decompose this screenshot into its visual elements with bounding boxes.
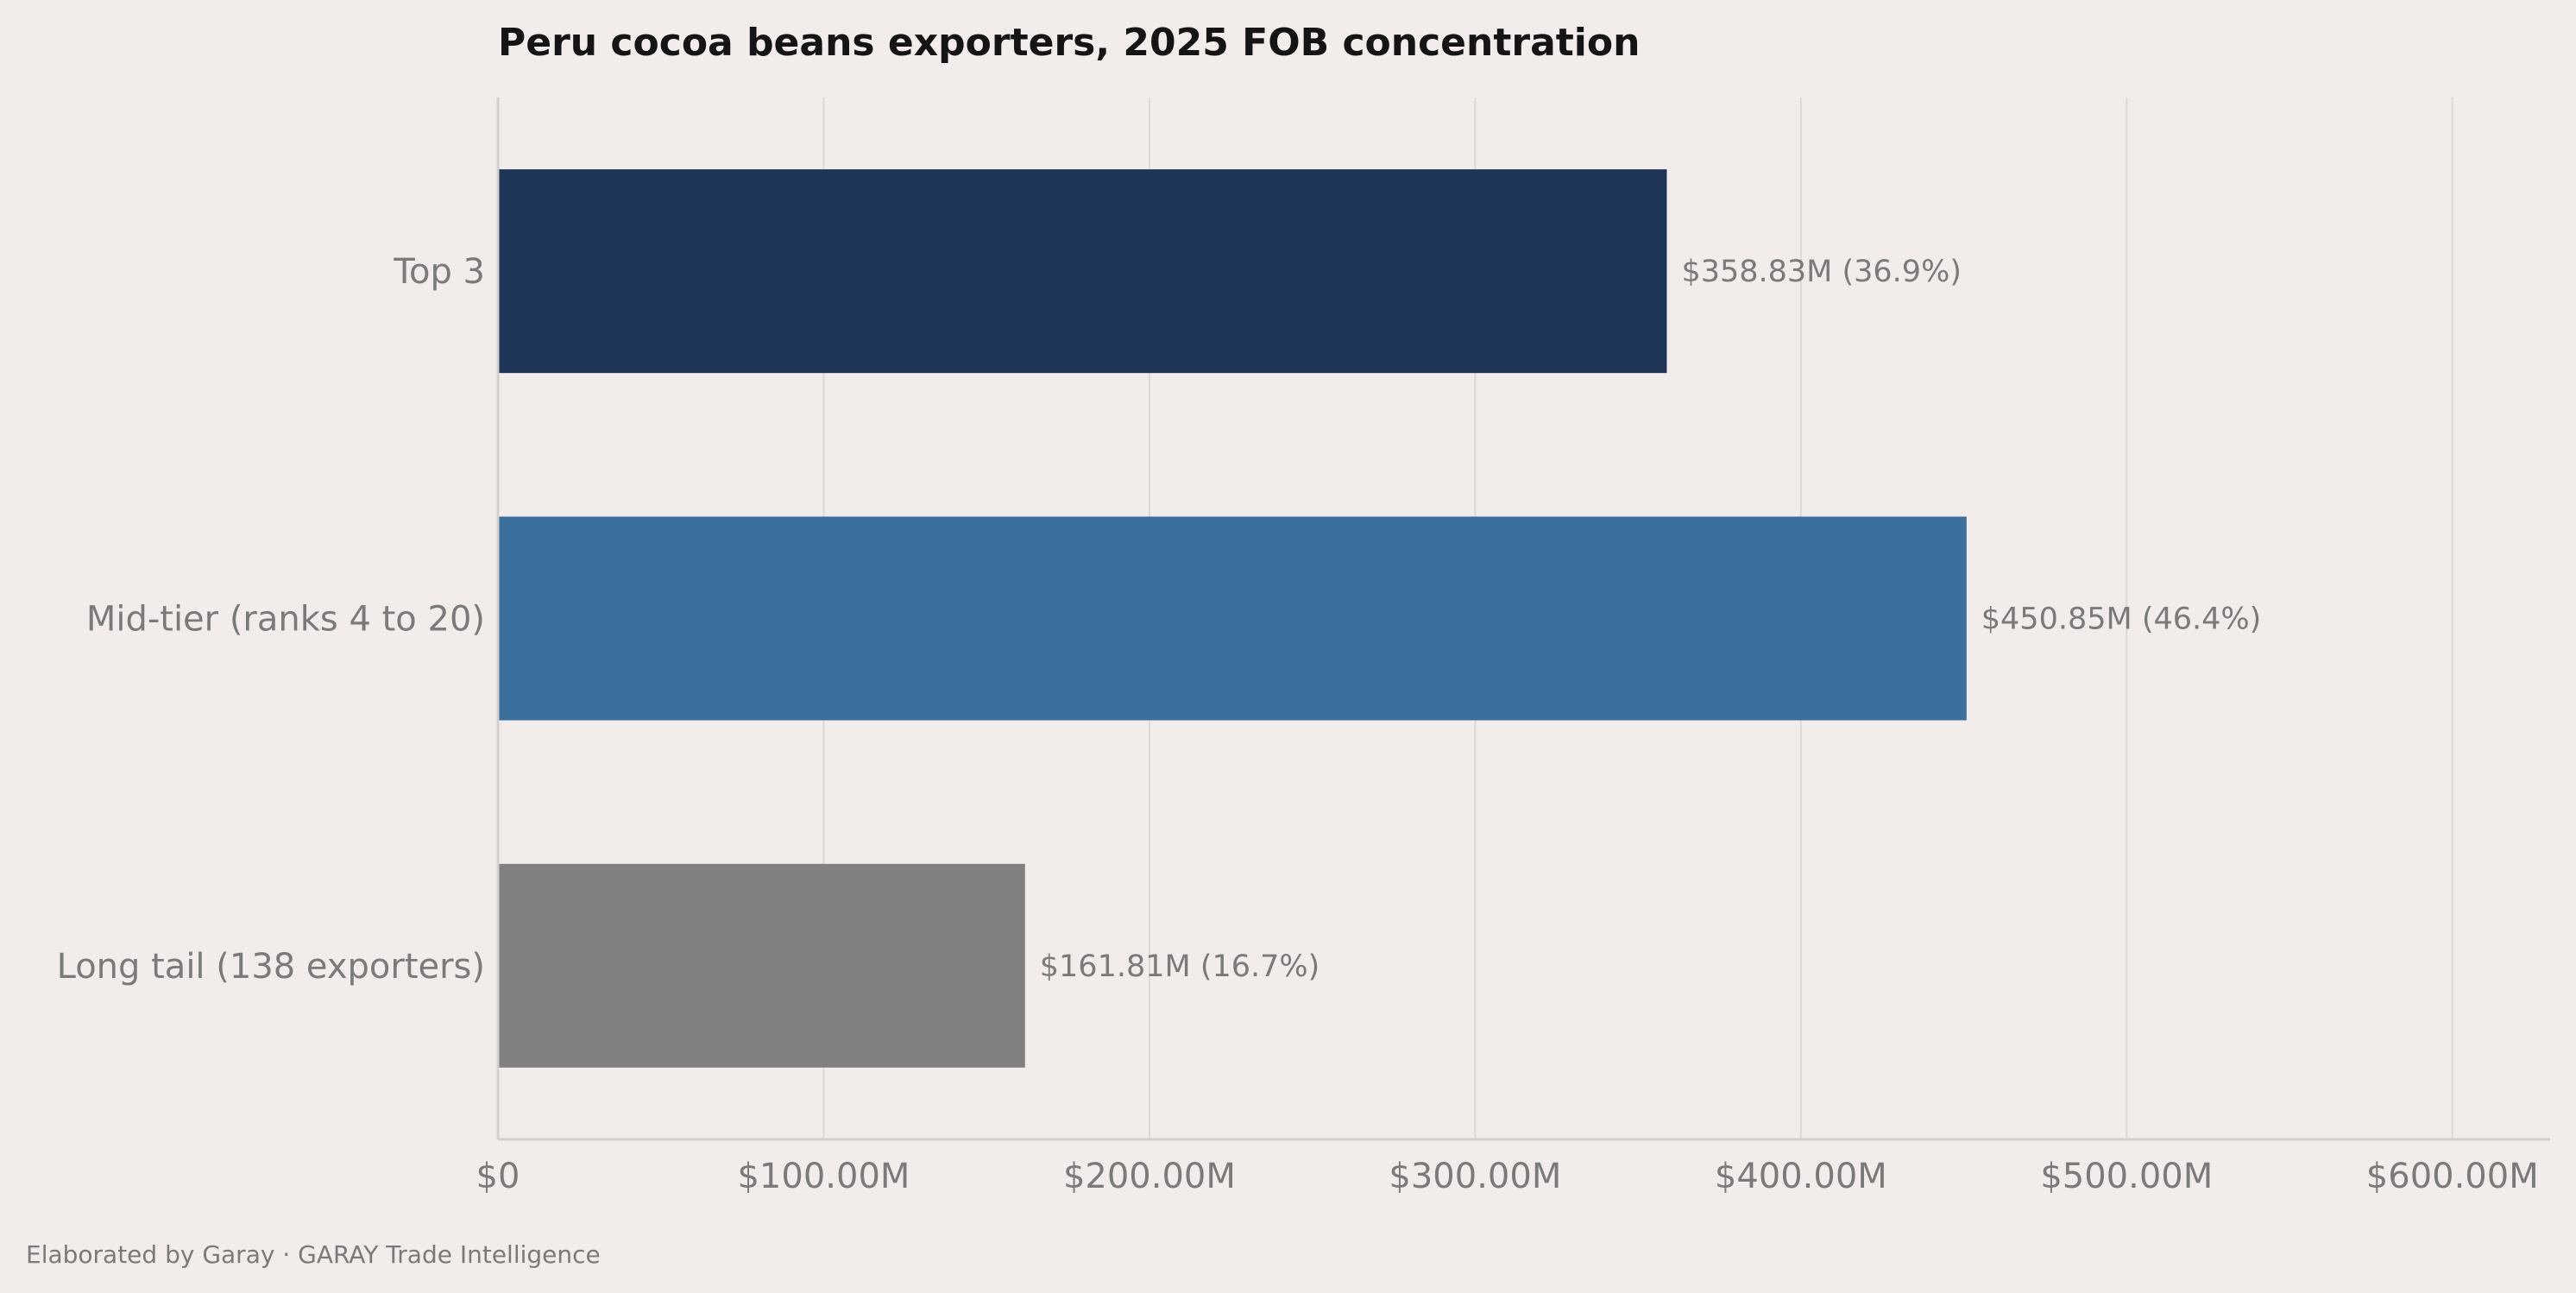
x-tick-label: $100.00M bbox=[737, 1157, 910, 1196]
bar bbox=[498, 863, 1025, 1068]
bar bbox=[498, 516, 1967, 721]
data-label: $450.85M (46.4%) bbox=[1981, 602, 2262, 637]
data-label: $358.83M (36.9%) bbox=[1681, 255, 1962, 289]
x-tick-label: $0 bbox=[476, 1157, 520, 1196]
category-label: Top 3 bbox=[393, 252, 485, 292]
x-tick-label: $500.00M bbox=[2040, 1157, 2213, 1196]
data-label: $161.81M (16.7%) bbox=[1040, 949, 1320, 984]
category-label: Mid-tier (ranks 4 to 20) bbox=[86, 600, 485, 640]
labels: $0 $100.00M $200.00M $300.00M $400.00M $500.0… bbox=[57, 252, 2539, 1196]
x-tick-label: $300.00M bbox=[1389, 1157, 1561, 1196]
chart-title: Peru cocoa beans exporters, 2025 FOB con… bbox=[498, 21, 1640, 65]
footer-credit: Elaborated by Garay · GARAY Trade Intell… bbox=[26, 1240, 601, 1269]
x-tick-label: $200.00M bbox=[1063, 1157, 1236, 1196]
x-tick-label: $600.00M bbox=[2366, 1157, 2539, 1196]
x-tick-label: $400.00M bbox=[1715, 1157, 1887, 1196]
bar bbox=[498, 169, 1667, 374]
bars bbox=[498, 169, 1967, 1068]
category-label: Long tail (138 exporters) bbox=[57, 947, 485, 987]
axes bbox=[496, 98, 2550, 1141]
